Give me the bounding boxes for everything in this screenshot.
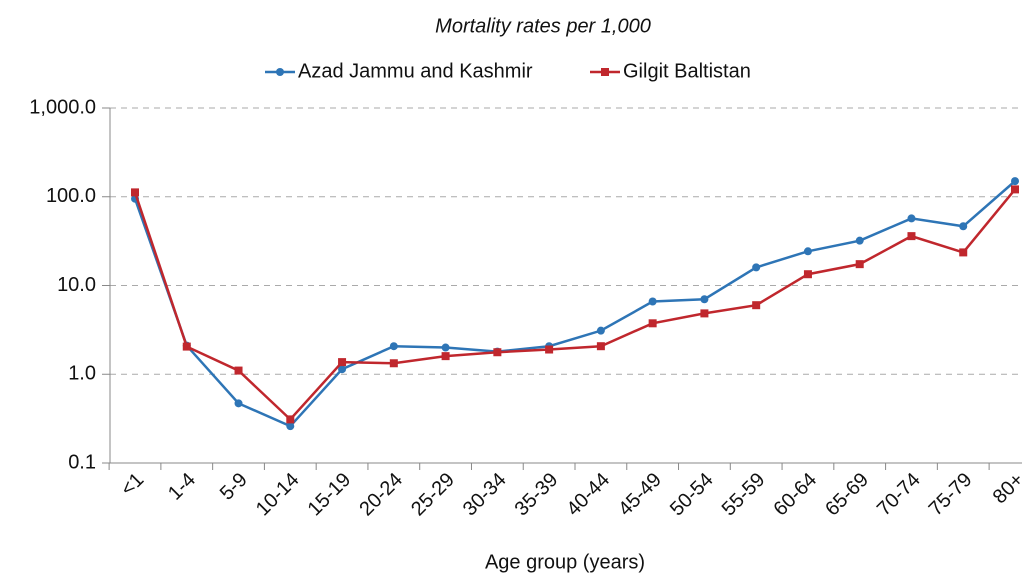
data-point: [855, 236, 864, 245]
data-point: [338, 358, 347, 367]
x-tick-label: 55-59: [718, 469, 770, 521]
x-tick-label: 60-64: [769, 469, 821, 521]
x-tick-label: 30-34: [459, 469, 511, 521]
legend-marker: [601, 68, 609, 76]
x-tick-label: <1: [117, 469, 149, 501]
series-line: [133, 188, 1016, 422]
data-point: [338, 365, 347, 374]
data-point: [286, 415, 295, 424]
legend-marker: [276, 68, 284, 76]
data-point: [803, 270, 812, 279]
y-tick-label: 1.0: [68, 363, 96, 385]
chart-title: Mortality rates per 1,000: [435, 15, 651, 37]
data-point: [545, 345, 554, 354]
x-tick-label: 10-14: [252, 469, 304, 521]
data-point: [389, 359, 398, 368]
data-point: [907, 214, 916, 223]
data-point: [286, 422, 295, 431]
x-tick-label: 5-9: [216, 469, 252, 505]
data-point: [441, 352, 450, 361]
x-tick-label: 70-74: [873, 469, 925, 521]
x-tick-label: 15-19: [304, 469, 356, 521]
legend-label: Gilgit Baltistan: [623, 60, 751, 82]
y-tick-label: 10.0: [57, 274, 96, 296]
x-tick-label: 65-69: [821, 469, 873, 521]
data-point: [131, 188, 139, 197]
x-tick-label: 80+: [989, 469, 1027, 509]
data-point: [182, 342, 191, 351]
data-point: [700, 295, 709, 304]
data-point: [441, 343, 450, 352]
data-point: [1011, 185, 1019, 194]
x-tick-label: 25-29: [407, 469, 459, 521]
series-line: [133, 180, 1016, 428]
data-point: [493, 348, 502, 357]
x-tick-label: 35-39: [511, 469, 563, 521]
data-point: [1011, 177, 1019, 186]
x-tick-label: 1-4: [164, 469, 200, 505]
data-point: [855, 260, 864, 269]
data-point: [648, 319, 657, 328]
data-point: [648, 297, 657, 306]
x-tick-label: 50-54: [666, 469, 718, 521]
data-point: [596, 326, 605, 335]
data-point: [752, 263, 761, 272]
data-point: [752, 301, 761, 310]
data-point: [389, 342, 398, 351]
x-tick-label: 75-79: [925, 469, 977, 521]
data-point: [907, 232, 916, 241]
x-tick-label: 40-44: [562, 469, 614, 521]
y-tick-label: 100.0: [46, 185, 96, 207]
data-point: [700, 309, 709, 318]
y-tick-label: 1,000.0: [29, 96, 96, 118]
x-tick-label: 45-49: [614, 469, 666, 521]
y-tick-label: 0.1: [68, 451, 96, 473]
data-point: [959, 222, 968, 231]
data-point: [803, 247, 812, 256]
legend-label: Azad Jammu and Kashmir: [298, 60, 533, 82]
x-tick-label: 20-24: [355, 469, 407, 521]
data-point: [234, 399, 243, 408]
data-point: [596, 342, 605, 351]
data-point: [959, 248, 968, 257]
data-point: [234, 366, 243, 375]
x-axis-label: Age group (years): [485, 551, 645, 573]
